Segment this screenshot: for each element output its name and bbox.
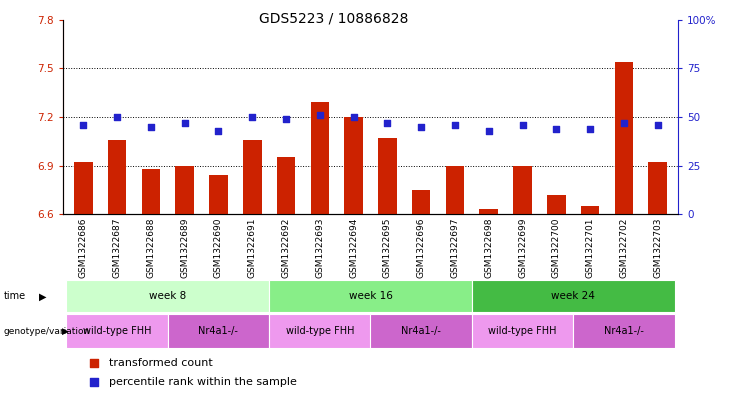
Text: GSM1322693: GSM1322693 [316,218,325,279]
Bar [479,209,498,214]
Bar [581,206,599,214]
Text: GDS5223 / 10886828: GDS5223 / 10886828 [259,12,408,26]
Bar [412,190,431,214]
Text: transformed count: transformed count [109,358,213,368]
Point [652,121,664,128]
Point [449,121,461,128]
Text: percentile rank within the sample: percentile rank within the sample [109,377,297,387]
Point [87,360,99,366]
Text: GSM1322701: GSM1322701 [585,218,595,279]
Text: GSM1322694: GSM1322694 [349,218,358,278]
Bar [107,140,127,214]
Bar [614,62,634,214]
Bar [310,102,329,214]
Point [516,121,528,128]
Text: wild-type FHH: wild-type FHH [488,326,556,336]
Bar [648,162,667,214]
Text: ▶: ▶ [39,291,46,301]
Text: week 24: week 24 [551,291,595,301]
Text: GSM1322689: GSM1322689 [180,218,189,279]
Point [483,127,495,134]
Bar [243,140,262,214]
Bar [67,314,167,348]
Text: wild-type FHH: wild-type FHH [285,326,354,336]
Text: Nr4a1-/-: Nr4a1-/- [604,326,644,336]
Bar [269,314,370,348]
Bar [67,280,269,312]
Text: GSM1322703: GSM1322703 [654,218,662,279]
Text: GSM1322696: GSM1322696 [416,218,425,279]
Bar [176,165,194,214]
Point [246,114,258,120]
Text: GSM1322691: GSM1322691 [247,218,256,279]
Text: wild-type FHH: wild-type FHH [83,326,151,336]
Point [213,127,225,134]
Text: GSM1322698: GSM1322698 [485,218,494,279]
Text: week 16: week 16 [348,291,393,301]
Point [111,114,123,120]
Bar [472,314,574,348]
Point [280,116,292,122]
Bar [445,165,465,214]
Text: GSM1322697: GSM1322697 [451,218,459,279]
Bar [514,165,532,214]
Text: GSM1322686: GSM1322686 [79,218,87,279]
Point [179,119,190,126]
Bar [276,158,296,214]
Bar [574,314,674,348]
Bar [167,314,269,348]
Text: week 8: week 8 [149,291,187,301]
Text: Nr4a1-/-: Nr4a1-/- [199,326,239,336]
Bar [378,138,396,214]
Text: GSM1322692: GSM1322692 [282,218,290,278]
Text: GSM1322690: GSM1322690 [214,218,223,279]
Point [415,123,427,130]
Text: time: time [4,291,26,301]
Point [348,114,359,120]
Text: GSM1322699: GSM1322699 [518,218,527,279]
Point [145,123,157,130]
Text: GSM1322687: GSM1322687 [113,218,122,279]
Bar [209,175,227,214]
Point [87,379,99,385]
Point [618,119,630,126]
Bar [547,195,565,214]
Text: Nr4a1-/-: Nr4a1-/- [402,326,441,336]
Bar [142,169,160,214]
Point [551,125,562,132]
Text: ▶: ▶ [62,327,68,336]
Point [314,112,326,118]
Bar [472,280,674,312]
Text: GSM1322695: GSM1322695 [383,218,392,279]
Text: GSM1322688: GSM1322688 [146,218,156,279]
Bar [269,280,472,312]
Bar [74,162,93,214]
Text: genotype/variation: genotype/variation [4,327,90,336]
Point [382,119,393,126]
Text: GSM1322700: GSM1322700 [552,218,561,279]
Point [584,125,596,132]
Text: GSM1322702: GSM1322702 [619,218,628,278]
Bar [370,314,472,348]
Bar [345,117,363,214]
Point [77,121,89,128]
